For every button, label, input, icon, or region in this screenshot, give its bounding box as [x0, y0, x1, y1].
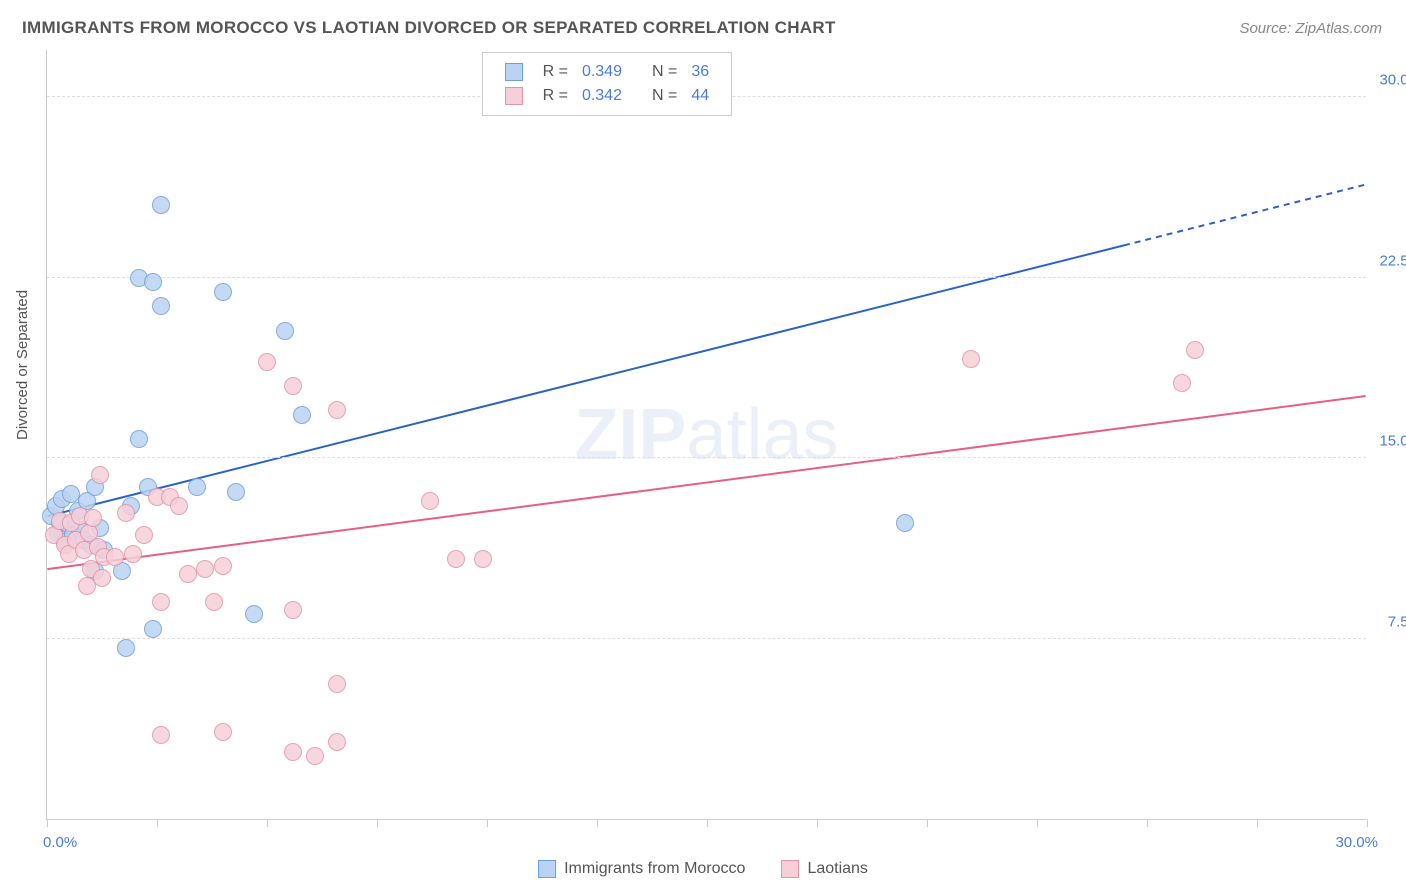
x-tick: [47, 819, 48, 827]
swatch-icon: [781, 860, 799, 878]
x-tick: [157, 819, 158, 827]
x-tick: [597, 819, 598, 827]
trend-line: [47, 245, 1124, 516]
scatter-point: [152, 297, 170, 315]
legend-item-label: Laotians: [807, 860, 868, 877]
chart-plot-area: ZIPatlas 7.5%15.0%22.5%30.0%0.0%30.0%: [46, 50, 1366, 820]
scatter-point: [188, 478, 206, 496]
source-label: Source: ZipAtlas.com: [1239, 20, 1382, 37]
r-label: R =: [537, 85, 574, 107]
x-min-label: 0.0%: [43, 834, 77, 851]
y-tick-label: 15.0%: [1379, 433, 1406, 450]
scatter-point: [91, 466, 109, 484]
y-axis-label: Divorced or Separated: [14, 290, 31, 440]
scatter-point: [306, 747, 324, 765]
x-tick: [1367, 819, 1368, 827]
scatter-point: [421, 492, 439, 510]
scatter-point: [106, 548, 124, 566]
scatter-point: [328, 675, 346, 693]
trend-lines-svg: [47, 50, 1366, 819]
y-tick-label: 22.5%: [1379, 252, 1406, 269]
r-value: 0.349: [576, 61, 628, 83]
scatter-point: [214, 557, 232, 575]
watermark: ZIPatlas: [574, 394, 838, 476]
r-label: R =: [537, 61, 574, 83]
scatter-point: [214, 283, 232, 301]
legend-row: R =0.349 N =36: [499, 61, 716, 83]
scatter-point: [179, 565, 197, 583]
y-tick-label: 30.0%: [1379, 72, 1406, 89]
scatter-point: [152, 726, 170, 744]
scatter-point: [205, 593, 223, 611]
gridline: [47, 638, 1366, 639]
scatter-point: [1173, 374, 1191, 392]
scatter-point: [1186, 341, 1204, 359]
series-legend: Immigrants from Morocco Laotians: [520, 860, 886, 878]
swatch-icon: [538, 860, 556, 878]
scatter-point: [152, 593, 170, 611]
scatter-point: [284, 743, 302, 761]
trend-line: [47, 396, 1365, 569]
n-value: 44: [685, 85, 715, 107]
scatter-point: [117, 504, 135, 522]
x-tick: [1257, 819, 1258, 827]
x-tick: [1147, 819, 1148, 827]
r-value: 0.342: [576, 85, 628, 107]
legend-item-label: Immigrants from Morocco: [564, 860, 745, 877]
scatter-point: [130, 430, 148, 448]
swatch-icon: [505, 63, 523, 81]
scatter-point: [293, 406, 311, 424]
scatter-point: [474, 550, 492, 568]
scatter-point: [227, 483, 245, 501]
scatter-point: [144, 620, 162, 638]
watermark-rest: atlas: [686, 395, 838, 475]
x-tick: [267, 819, 268, 827]
x-tick: [1037, 819, 1038, 827]
x-tick: [927, 819, 928, 827]
x-tick: [487, 819, 488, 827]
gridline: [47, 457, 1366, 458]
x-max-label: 30.0%: [1335, 834, 1378, 851]
scatter-point: [284, 601, 302, 619]
scatter-point: [214, 723, 232, 741]
scatter-point: [124, 545, 142, 563]
scatter-point: [447, 550, 465, 568]
scatter-point: [328, 733, 346, 751]
scatter-point: [152, 196, 170, 214]
scatter-point: [962, 350, 980, 368]
chart-title: IMMIGRANTS FROM MOROCCO VS LAOTIAN DIVOR…: [22, 18, 836, 38]
y-tick-label: 7.5%: [1388, 613, 1406, 630]
watermark-bold: ZIP: [574, 395, 686, 475]
scatter-point: [117, 639, 135, 657]
scatter-point: [93, 569, 111, 587]
scatter-point: [284, 377, 302, 395]
gridline: [47, 277, 1366, 278]
scatter-point: [258, 353, 276, 371]
legend-item: Immigrants from Morocco: [538, 860, 745, 877]
n-label: N =: [646, 61, 683, 83]
scatter-point: [170, 497, 188, 515]
legend-item: Laotians: [781, 860, 868, 877]
scatter-point: [245, 605, 263, 623]
legend-row: R =0.342 N =44: [499, 85, 716, 107]
scatter-point: [84, 509, 102, 527]
trend-line-dashed: [1124, 185, 1366, 246]
correlation-legend: R =0.349 N =36 R =0.342 N =44: [482, 52, 733, 116]
scatter-point: [144, 273, 162, 291]
x-tick: [707, 819, 708, 827]
scatter-point: [135, 526, 153, 544]
n-label: N =: [646, 85, 683, 107]
swatch-icon: [505, 87, 523, 105]
scatter-point: [328, 401, 346, 419]
n-value: 36: [685, 61, 715, 83]
x-tick: [817, 819, 818, 827]
scatter-point: [276, 322, 294, 340]
scatter-point: [896, 514, 914, 532]
x-tick: [377, 819, 378, 827]
scatter-point: [196, 560, 214, 578]
